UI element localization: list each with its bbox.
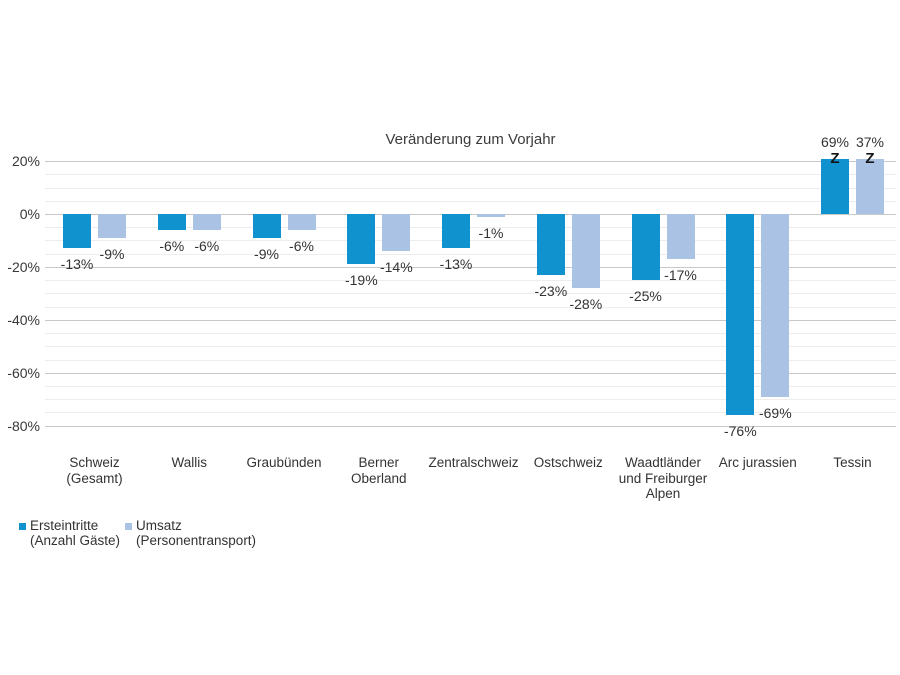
bar-umsatz	[287, 214, 316, 230]
gridline-minor	[45, 359, 896, 361]
bar-value-label: -9%	[99, 245, 125, 262]
bar-value-label: -13%	[60, 256, 94, 273]
category-label: Ostschweiz	[513, 455, 623, 471]
bar-ersteintritte	[252, 214, 281, 238]
bar-value-label: -6%	[194, 237, 220, 254]
category-label-line: Berner	[358, 455, 400, 470]
bar-value-label: -69%	[758, 404, 792, 421]
category-label-line: Schweiz	[69, 455, 120, 470]
bar-value-label: -13%	[439, 256, 473, 273]
y-axis-tick-label: -40%	[7, 311, 40, 328]
bar-ersteintritte	[157, 214, 186, 230]
category-label-line: Oberland	[351, 470, 407, 486]
bar-ersteintritte	[631, 214, 660, 281]
legend-item-umsatz: Umsatz (Personentransport)	[125, 518, 256, 548]
bar-ersteintritte	[726, 214, 755, 415]
gridline-minor	[45, 174, 896, 176]
category-label-line: Ostschweiz	[533, 455, 603, 470]
bar-ersteintritte	[347, 214, 376, 265]
category-label-line: Graubünden	[246, 455, 322, 470]
bar-umsatz	[856, 158, 884, 214]
bar-value-label: -76%	[723, 423, 757, 439]
gridline-major	[45, 266, 896, 268]
chart-title: Veränderung zum Vorjahr	[385, 131, 556, 148]
y-axis-tick-label: 0%	[19, 206, 40, 222]
gridline-minor	[45, 280, 896, 282]
category-label: Wallis	[134, 455, 244, 471]
category-label-line: Zentralschweiz	[428, 455, 519, 470]
gridline-major	[45, 319, 896, 321]
y-axis-tick-label: -60%	[7, 364, 40, 381]
bar-value-label: 37%	[855, 133, 885, 150]
gridline-minor	[45, 293, 896, 295]
gridline-major	[45, 161, 896, 163]
category-label-line: (Gesamt)	[66, 470, 123, 486]
legend-label-line: Umsatz	[136, 518, 182, 533]
bar-value-label: -17%	[664, 267, 697, 283]
gridline-major	[45, 372, 896, 374]
gridline-minor	[45, 240, 896, 242]
bar-ersteintritte	[536, 214, 565, 275]
bar-umsatz	[382, 214, 411, 251]
gridline-minor	[45, 187, 896, 189]
gridline-minor	[45, 306, 896, 308]
bar-ersteintritte	[63, 214, 91, 249]
gridline-minor	[45, 346, 896, 348]
bar-value-label: -6%	[289, 237, 314, 254]
category-label: Schweiz (Gesamt)	[40, 455, 150, 486]
legend-label-line: (Anzahl Gäste)	[30, 533, 121, 548]
legend-label-line: Ersteintritte	[30, 518, 99, 533]
axis-break-marker: Z	[865, 149, 875, 167]
bar-umsatz	[666, 214, 695, 259]
bar-umsatz	[761, 214, 790, 397]
category-label-line: und Freiburger	[618, 470, 708, 486]
bar-value-label: -9%	[254, 245, 279, 262]
bar-value-label: 69%	[820, 133, 850, 150]
category-label: Graubünden	[229, 455, 339, 471]
gridline-major	[45, 425, 896, 427]
gridline-minor	[45, 227, 896, 229]
category-label-line: Arc jurassien	[718, 455, 797, 470]
gridline-minor	[45, 333, 896, 334]
gridline-minor	[45, 412, 896, 414]
bar-value-label: -14%	[379, 259, 413, 275]
bar-ersteintritte	[821, 158, 849, 214]
legend-item-ersteintritte: Ersteintritte (Anzahl Gäste)	[19, 518, 120, 548]
bar-value-label: -1%	[478, 224, 504, 241]
category-label: Berner Oberland	[324, 455, 434, 486]
bar-umsatz	[571, 214, 600, 289]
y-axis-tick-label: -80%	[7, 417, 40, 434]
gridline-minor	[45, 200, 896, 202]
bar-value-label: -28%	[569, 296, 603, 313]
legend-label-line: (Personentransport)	[136, 533, 257, 548]
bar-value-label: -6%	[159, 237, 185, 254]
gridline-minor	[45, 253, 896, 255]
y-axis-tick-label: 20%	[11, 153, 40, 170]
category-label-line: Tessin	[833, 455, 872, 470]
bar-value-label: -25%	[629, 288, 662, 305]
gridline-minor	[45, 399, 896, 401]
category-label-line: Waadtländer	[624, 455, 702, 470]
legend-swatch-ersteintritte	[19, 523, 26, 530]
category-label-line: Alpen	[645, 486, 681, 501]
bar-value-label: -19%	[344, 272, 378, 289]
bar-umsatz	[98, 214, 126, 238]
axis-break-marker: Z	[830, 149, 840, 167]
category-label-line: Wallis	[171, 455, 208, 470]
gridline-minor	[45, 385, 896, 387]
bar-umsatz	[477, 214, 505, 217]
category-label: Waadtländer und Freiburger Alpen	[608, 455, 718, 502]
category-label: Arc jurassien	[703, 455, 813, 471]
bar-ersteintritte	[442, 214, 470, 249]
legend-label: Ersteintritte (Anzahl Gäste)	[30, 518, 120, 548]
legend-swatch-umsatz	[125, 523, 132, 530]
bar-value-label: -23%	[534, 282, 568, 299]
bar-umsatz	[192, 214, 221, 230]
gridline-major	[45, 214, 896, 215]
category-label: Zentralschweiz	[419, 455, 529, 471]
y-axis-tick-label: -20%	[7, 258, 40, 275]
category-label: Tessin	[798, 455, 900, 471]
legend-label: Umsatz (Personentransport)	[136, 518, 256, 548]
